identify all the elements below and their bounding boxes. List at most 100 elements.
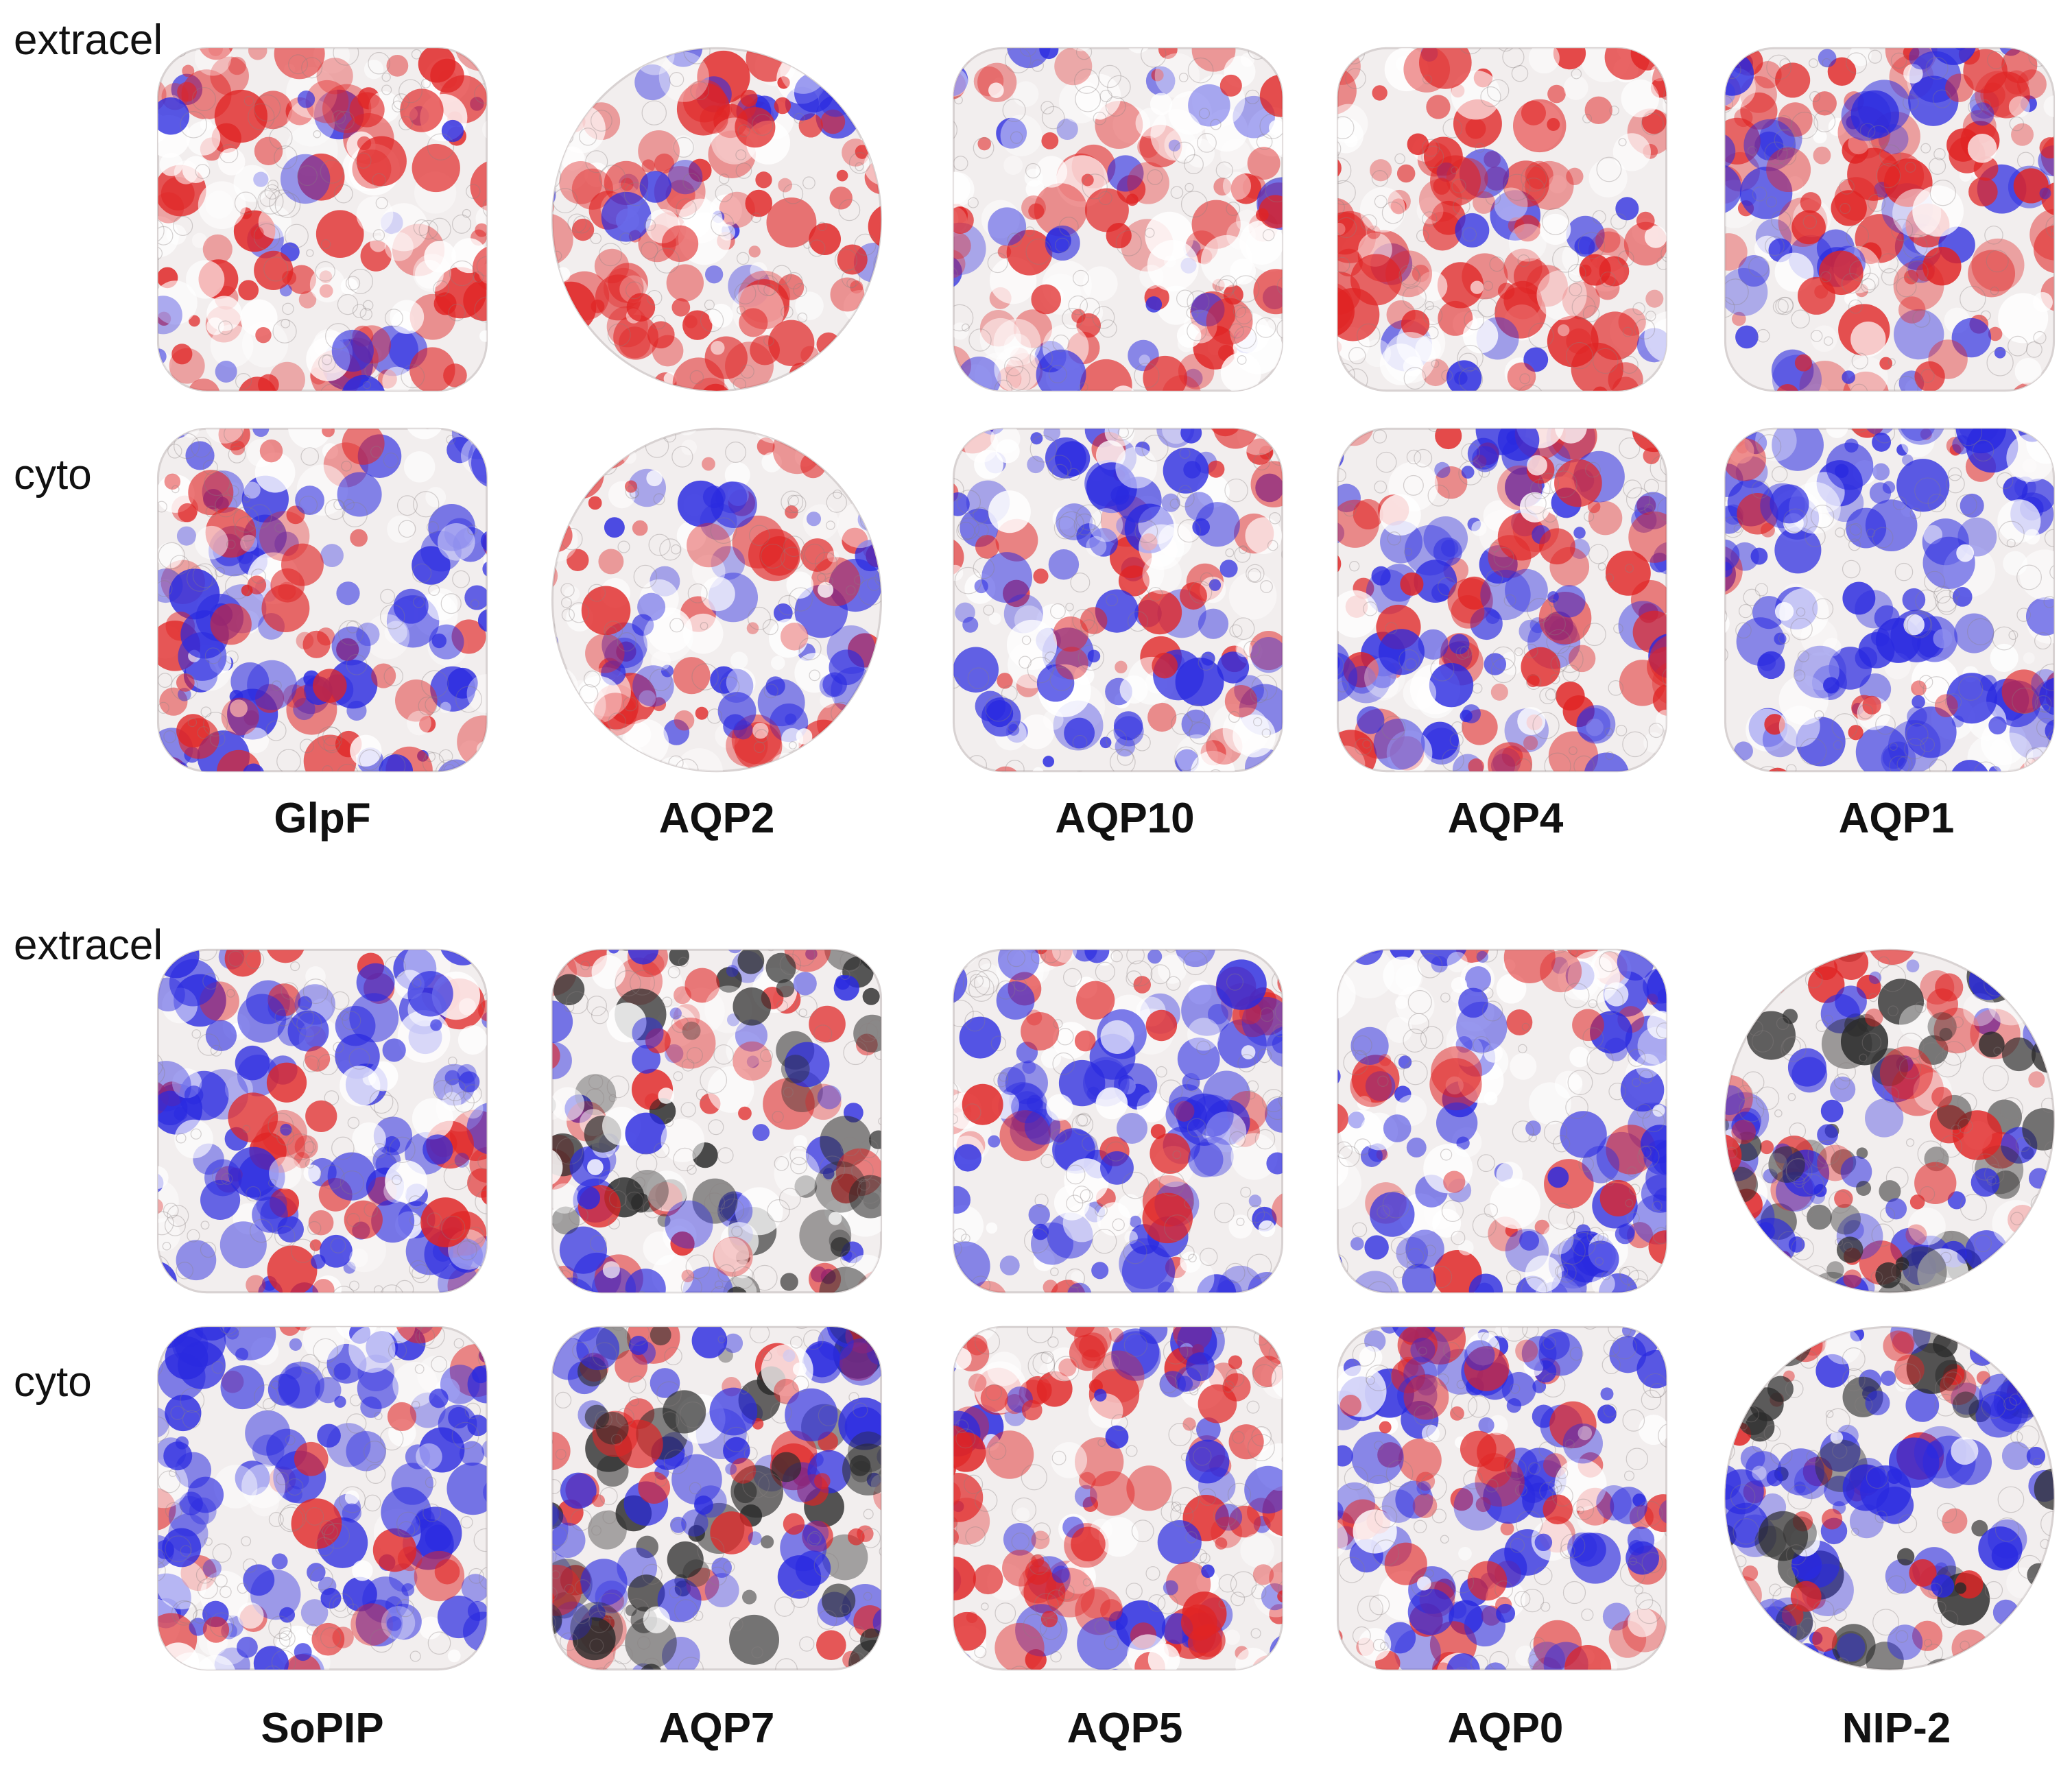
surface-patch bbox=[1026, 1094, 1043, 1111]
surface-bump bbox=[552, 1620, 557, 1647]
surface-bump bbox=[1543, 1336, 1556, 1350]
surface-bump bbox=[1178, 73, 1189, 82]
surface-bump bbox=[381, 72, 391, 82]
surface-bump bbox=[1115, 230, 1142, 256]
surface-bump bbox=[1419, 1473, 1447, 1501]
surface-patch bbox=[591, 954, 626, 989]
surface-bump bbox=[1929, 180, 1956, 206]
surface-bump bbox=[1571, 295, 1596, 320]
surface-patch bbox=[552, 1564, 582, 1616]
surface-bump bbox=[1960, 285, 1986, 313]
surface-bump bbox=[660, 1411, 680, 1430]
surface-patch bbox=[809, 223, 842, 255]
surface-bump bbox=[1457, 48, 1483, 55]
surface-bump bbox=[1757, 434, 1782, 459]
surface-bump bbox=[275, 1472, 289, 1485]
surface-patch bbox=[1076, 981, 1115, 1020]
surface-bump bbox=[721, 1198, 745, 1222]
surface-top-extracel-aqp2 bbox=[542, 38, 892, 401]
surface-bump bbox=[969, 974, 984, 988]
surface-patch bbox=[750, 389, 763, 391]
surface-bump bbox=[158, 1051, 163, 1079]
surface-bump bbox=[1823, 336, 1833, 346]
surface-patch bbox=[1599, 1179, 1636, 1217]
surface-patch bbox=[622, 449, 636, 464]
surface-patch bbox=[1159, 1371, 1187, 1397]
surface-patch bbox=[552, 116, 567, 153]
surface-bump bbox=[1841, 273, 1862, 294]
surface-bump bbox=[1489, 256, 1505, 272]
surface-patch bbox=[218, 429, 250, 451]
surface-bump bbox=[1337, 157, 1352, 184]
surface-patch bbox=[1588, 158, 1628, 197]
surface-bump bbox=[1374, 480, 1388, 494]
surface-patch bbox=[996, 117, 1027, 149]
surface-bump bbox=[953, 1239, 962, 1258]
surface-bump bbox=[1276, 276, 1283, 296]
surface-patch bbox=[1098, 1517, 1139, 1557]
surface-patch bbox=[1855, 590, 1894, 629]
surface-patch bbox=[1379, 1054, 1392, 1066]
surface-bump bbox=[555, 115, 574, 134]
surface-bump bbox=[427, 521, 439, 533]
surface-patch bbox=[982, 1434, 1000, 1451]
surface-bump bbox=[554, 71, 564, 82]
surface-bump bbox=[1586, 1227, 1604, 1245]
surface-patch bbox=[252, 1434, 285, 1467]
surface-patch bbox=[786, 571, 814, 599]
surface-bump bbox=[1904, 738, 1926, 760]
surface-patch bbox=[1056, 118, 1078, 141]
surface-bump bbox=[1382, 1190, 1410, 1218]
surface-bump bbox=[990, 1035, 1007, 1051]
surface-bump bbox=[212, 1543, 232, 1563]
surface-patch bbox=[1110, 1331, 1161, 1381]
surface-patch bbox=[1875, 1262, 1902, 1288]
surface-bump bbox=[711, 213, 735, 237]
surface-bump bbox=[373, 1285, 383, 1293]
surface-bump bbox=[1986, 349, 2014, 376]
surface-patch bbox=[1014, 605, 1044, 635]
surface-patch bbox=[340, 278, 358, 296]
surface-bump bbox=[1824, 1014, 1833, 1024]
surface-bump bbox=[1070, 573, 1091, 592]
surface-patch bbox=[1051, 1441, 1088, 1478]
surface-bump bbox=[1002, 98, 1026, 122]
surface-patch bbox=[766, 197, 817, 248]
surface-bump bbox=[1619, 1266, 1639, 1286]
surface-bump bbox=[1377, 1205, 1390, 1219]
surface-bump bbox=[1625, 564, 1634, 573]
surface-patch bbox=[654, 153, 675, 174]
surface-patch bbox=[955, 602, 975, 623]
surface-bump bbox=[1521, 165, 1547, 192]
surface-patch bbox=[1417, 271, 1448, 302]
surface-patch bbox=[457, 429, 472, 437]
surface-patch bbox=[1397, 1327, 1438, 1365]
surface-patch bbox=[1477, 1453, 1512, 1488]
surface-bump bbox=[1457, 344, 1484, 372]
surface-bump bbox=[1486, 79, 1510, 102]
surface-patch bbox=[711, 341, 725, 355]
surface-bump bbox=[1883, 1086, 1900, 1103]
surface-bump bbox=[1048, 365, 1067, 384]
surface-bump bbox=[760, 1048, 774, 1062]
surface-patch bbox=[781, 728, 804, 750]
surface-patch bbox=[1180, 429, 1202, 444]
surface-bump bbox=[359, 307, 372, 321]
surface-patch bbox=[1407, 1589, 1455, 1635]
surface-bump bbox=[1228, 323, 1244, 339]
surface-bump bbox=[1260, 1007, 1275, 1022]
surface-patch bbox=[702, 485, 726, 509]
surface-bump bbox=[810, 378, 835, 391]
surface-bump bbox=[1933, 148, 1946, 160]
surface-patch bbox=[816, 703, 858, 745]
surface-patch bbox=[552, 1087, 585, 1121]
surface-bump bbox=[319, 1520, 335, 1535]
surface-bump bbox=[996, 980, 1016, 1000]
surface-patch bbox=[552, 335, 604, 387]
surface-bump bbox=[1102, 1354, 1120, 1371]
surface-patch bbox=[237, 1636, 258, 1658]
surface-bump bbox=[1337, 468, 1346, 483]
surface-bump bbox=[1272, 969, 1283, 994]
surface-bump bbox=[1040, 950, 1061, 963]
surface-bump bbox=[630, 489, 639, 499]
